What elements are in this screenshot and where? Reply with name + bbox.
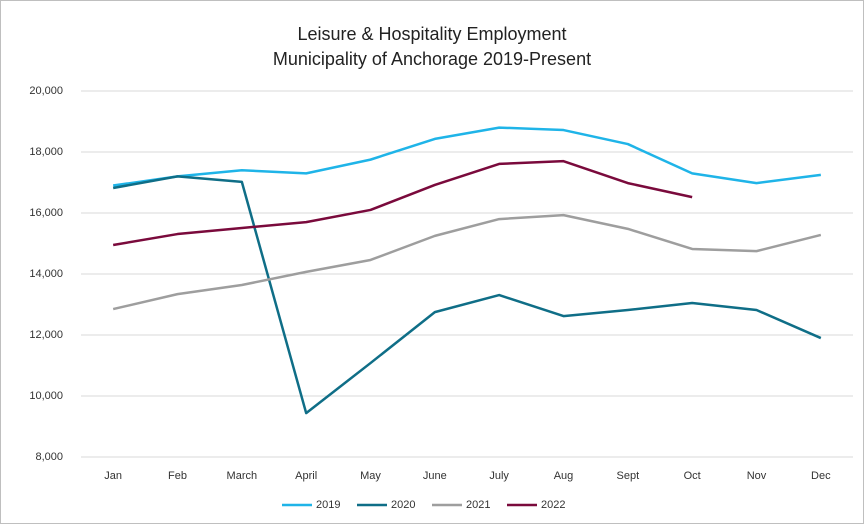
x-tick-label: Oct <box>684 470 701 482</box>
legend-label: 2019 <box>316 499 340 511</box>
y-tick-label: 16,000 <box>29 207 63 219</box>
x-tick-label: May <box>360 470 381 482</box>
x-tick-label: Aug <box>554 470 574 482</box>
x-tick-label: Jan <box>104 470 122 482</box>
series-line <box>112 126 821 187</box>
y-tick-label: 20,000 <box>29 85 63 97</box>
x-tick-label: July <box>489 470 509 482</box>
y-tick-label: 10,000 <box>29 390 63 402</box>
chart-title: Leisure & Hospitality Employment <box>297 24 566 44</box>
series-line <box>112 175 822 415</box>
x-tick-label: Dec <box>811 470 831 482</box>
series-line <box>112 213 822 311</box>
legend-label: 2022 <box>541 499 565 511</box>
y-tick-label: 12,000 <box>29 329 63 341</box>
y-tick-label: 18,000 <box>29 146 63 158</box>
chart-subtitle: Municipality of Anchorage 2019-Present <box>273 49 591 69</box>
x-tick-label: Nov <box>747 470 767 482</box>
x-tick-label: Sept <box>617 470 640 482</box>
x-tick-label: March <box>227 470 258 482</box>
series-line <box>112 159 693 247</box>
x-tick-label: June <box>423 470 447 482</box>
legend-label: 2021 <box>466 499 490 511</box>
legend-label: 2020 <box>391 499 415 511</box>
x-tick-label: Feb <box>168 470 187 482</box>
y-tick-label: 8,000 <box>35 451 63 463</box>
x-tick-label: April <box>295 470 317 482</box>
y-tick-label: 14,000 <box>29 268 63 280</box>
